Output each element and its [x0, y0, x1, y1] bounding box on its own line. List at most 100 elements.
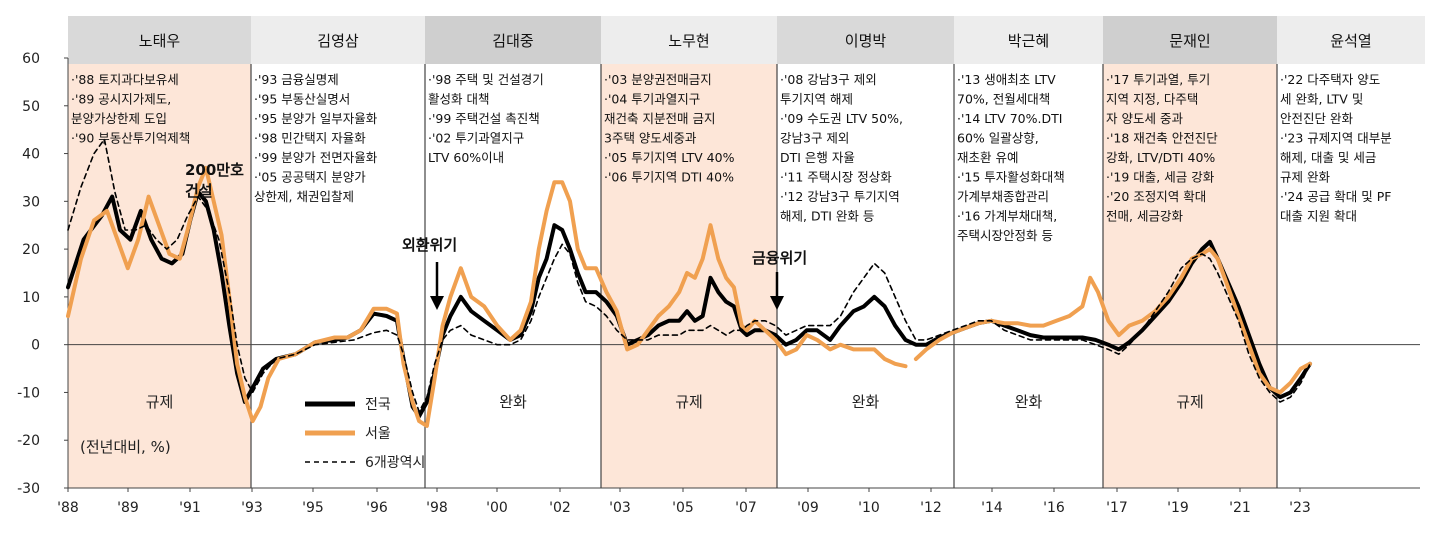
- y-axis-label: (전년대비, %): [80, 438, 171, 456]
- x-tick-label: '21: [1229, 500, 1251, 516]
- x-tick-label: '98: [426, 500, 448, 516]
- axis-layer: 60 50 40 30 20 10 0 -10 -20 -30 '88 '89 '91 '93 '95 '96…: [17, 51, 1420, 516]
- policy-line: ·'93 금융실명제: [254, 72, 339, 87]
- policy-line: ·'05 투기지역 LTV 40%: [604, 150, 735, 165]
- era-header-box-4: [777, 16, 954, 64]
- policy-line: 해제, DTI 완화 등: [780, 209, 874, 224]
- policy-line: ·'89 공시지가제도,: [71, 92, 171, 107]
- policy-line: ·'04 투기과열지구: [604, 92, 700, 107]
- era-header-box-1: [251, 16, 425, 64]
- policy-line: ·'99 분양가 전면자율화: [254, 150, 378, 165]
- era-header-box-7: [1277, 16, 1425, 64]
- era-header-label: 박근혜: [1008, 32, 1049, 50]
- policy-line: 60% 일괄상향,: [957, 131, 1039, 146]
- policy-line: LTV 60%이내: [428, 150, 504, 165]
- policy-line: ·'95 분양가 일부자율화: [254, 111, 378, 126]
- era-header-label: 김대중: [492, 32, 533, 50]
- regime-label: 규제: [675, 393, 703, 411]
- policy-line: ·'14 LTV 70%.DTI: [957, 111, 1062, 126]
- policy-line: 재초환 유예: [957, 150, 1018, 165]
- era-header-box-6: [1103, 16, 1277, 64]
- policy-line: 활성화 대책: [428, 92, 489, 107]
- policy-line: 자 양도세 중과: [1106, 111, 1183, 126]
- policy-line: ·'99 주택건설 촉진책: [428, 111, 540, 126]
- policy-line: 규제 완화: [1280, 170, 1330, 185]
- series-line-3: [67, 138, 1311, 413]
- y-tick-label: 60: [22, 51, 40, 67]
- policy-line: 세 완화, LTV 및: [1280, 92, 1363, 107]
- policy-line: 3주택 양도세중과: [604, 131, 697, 146]
- policy-line: 대출 지원 확대: [1280, 209, 1357, 224]
- x-tick-label: '89: [117, 500, 139, 516]
- policy-line: ·'03 분양권전매금지: [604, 72, 712, 87]
- policy-line: ·'02 투기과열지구: [428, 131, 524, 146]
- x-tick-label: '88: [57, 500, 79, 516]
- x-tick-label: '02: [549, 500, 571, 516]
- x-tick-label: '09: [797, 500, 819, 516]
- policy-line: 투기지역 해제: [780, 92, 853, 107]
- policy-line: ·'13 생애최초 LTV: [957, 72, 1056, 87]
- policy-line: ·'15 투자활성화대책: [957, 170, 1065, 185]
- x-tick-label: '03: [609, 500, 631, 516]
- policy-line: 지역 지정, 다주택: [1106, 92, 1198, 107]
- policy-line: ·'98 주택 및 건설경기: [428, 72, 544, 87]
- x-tick-label: '17: [1106, 500, 1128, 516]
- era-header-label: 노무현: [668, 32, 709, 50]
- policy-line: ·'90 부동산투기억제책: [71, 131, 190, 146]
- y-tick-label: 10: [22, 290, 40, 306]
- policy-line: 해제, 대출 및 세금: [1280, 150, 1376, 165]
- era-header-label: 노태우: [139, 32, 181, 50]
- y-tick-label: 20: [22, 242, 40, 258]
- y-tick-label: 0: [31, 338, 40, 354]
- policy-line: ·'05 공공택지 분양가: [254, 170, 366, 185]
- annotation-fin-crisis: 금융위기: [752, 249, 807, 267]
- x-tick-label: '91: [179, 500, 201, 516]
- x-tick-label: '19: [1167, 500, 1189, 516]
- policy-line: 가계부채종합관리: [957, 189, 1049, 204]
- policy-line: ·'11 주택시장 정상화: [780, 170, 892, 185]
- x-tick-label: '23: [1289, 500, 1311, 516]
- series-layer: [66, 138, 1312, 428]
- era-shading-layer: [68, 16, 1278, 488]
- regime-label: 완화: [1015, 393, 1043, 411]
- policy-line: 재건축 지분전매 금지: [604, 111, 715, 126]
- policy-line: 분양가상한제 도입: [71, 111, 167, 126]
- policy-line: ·'95 부동산실명서: [254, 92, 350, 107]
- y-tick-label: -20: [17, 433, 40, 449]
- policy-line: ·'22 다주택자 양도: [1280, 72, 1380, 87]
- policy-line: 주택시장안정화 등: [957, 228, 1053, 243]
- legend-label: 전국: [365, 397, 391, 413]
- policy-line: ·'12 강남3구 투기지역: [780, 189, 900, 204]
- era-header-label: 윤석열: [1330, 32, 1371, 50]
- policy-line: ·'08 강남3구 제외: [780, 72, 877, 87]
- policy-line: 70%, 전월세대책: [957, 92, 1050, 107]
- y-tick-label: 50: [22, 99, 40, 115]
- policy-line: ·'23 규제지역 대부분: [1280, 131, 1392, 146]
- policy-line: ·'20 조정지역 확대: [1106, 189, 1206, 204]
- legend-label: 6개광역시: [365, 455, 425, 471]
- era-header-label: 이명박: [845, 32, 887, 50]
- y-tick-label: -10: [17, 385, 40, 401]
- arrow-fin-head: [770, 296, 784, 310]
- regime-label: 완화: [499, 393, 527, 411]
- arrow-fx-head: [430, 296, 444, 310]
- era-header-box-0: [68, 16, 251, 64]
- x-tick-label: '14: [981, 500, 1003, 516]
- era-header-layer: 노태우 김영삼 김대중 노무현 이명박 박근혜 문재인 윤석열: [68, 16, 1425, 64]
- policy-line: 전매, 세금강화: [1106, 209, 1183, 224]
- policy-line: 안전진단 완화: [1280, 111, 1353, 126]
- x-tick-label: '12: [920, 500, 942, 516]
- y-tick-label: 40: [22, 147, 40, 163]
- era-header-label: 김영삼: [317, 32, 359, 50]
- annotation-200man: 건설: [185, 182, 213, 200]
- era-header-box-2: [425, 16, 601, 64]
- policy-line: ·'19 대출, 세금 강화: [1106, 170, 1215, 185]
- policy-line: ·'18 재건축 안전진단: [1106, 131, 1218, 146]
- x-tick-label: '96: [366, 500, 388, 516]
- regime-label: 규제: [1176, 393, 1204, 411]
- series-line-0: [66, 189, 1312, 419]
- policy-line: 상한제, 채권입찰제: [254, 189, 354, 204]
- annotation-200man: 200만호: [185, 161, 244, 179]
